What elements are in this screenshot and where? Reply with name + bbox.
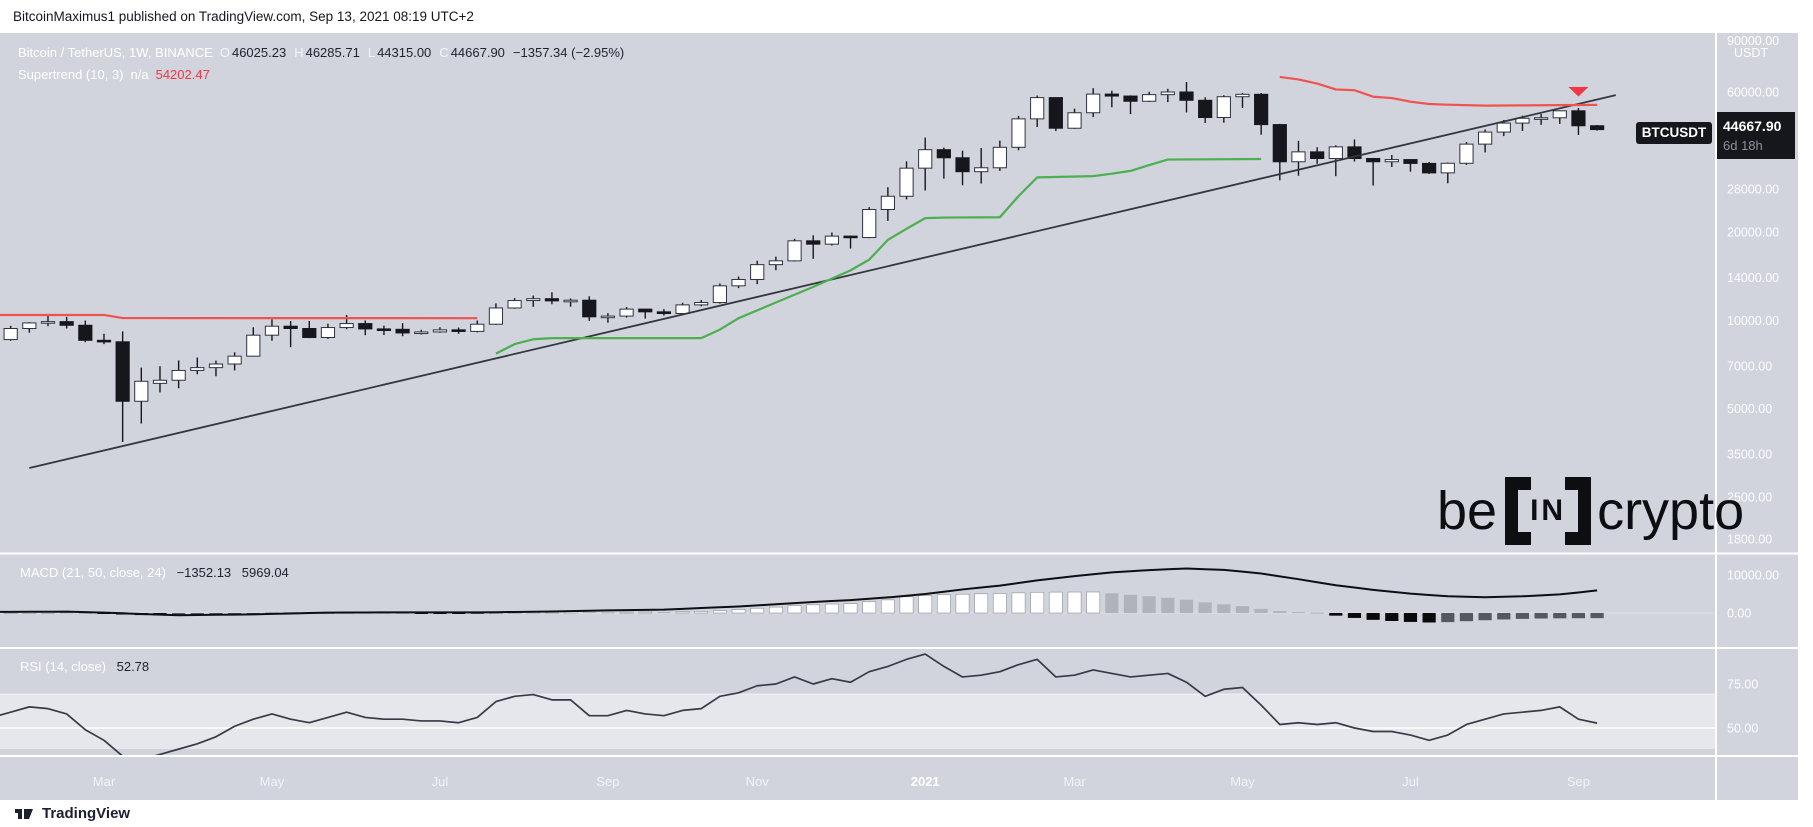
svg-text:2500.00: 2500.00 [1727,491,1772,505]
watermark-be-text: be [1437,481,1498,541]
svg-text:10000.00: 10000.00 [1727,569,1779,583]
tradingview-logo-text: TradingView [42,805,131,822]
supertrend-row: Supertrend (10, 3) n/a 54202.47 [18,63,631,85]
ohlc-letter: C [439,44,449,60]
watermark-in-text: IN [1530,494,1567,527]
publish-info-bar: BitcoinMaximus1 published on TradingView… [0,0,1813,33]
svg-text:6d 18h: 6d 18h [1723,138,1763,153]
chart-background [0,33,1798,800]
rsi-panel [0,653,1598,756]
supertrend-red-2021 [1279,75,1598,107]
svg-text:Jul: Jul [1402,774,1419,789]
svg-text:28000.00: 28000.00 [1727,183,1779,197]
ohlc-letter: O [219,44,230,60]
svg-text:Jul: Jul [432,774,449,789]
macd-line-value: 5969.04 [241,565,289,580]
svg-text:60000.00: 60000.00 [1727,85,1779,99]
svg-text:5000.00: 5000.00 [1727,402,1772,416]
change-value: −1357.34 (−2.95%) [512,44,625,60]
time-axis[interactable]: Mar May Jul Sep Nov 2021 Mar May Jul Sep [93,774,1590,789]
symbol-row: Bitcoin / TetherUS, 1W, BINANCE O 46025.2… [18,41,631,63]
ohlc-value: 44315.00 [377,44,432,60]
watermark-right-bracket-icon [1565,477,1592,545]
macd-panel [0,567,1604,623]
svg-text:May: May [1230,774,1255,789]
symbol-title[interactable]: Bitcoin / TetherUS, 1W, BINANCE [18,44,213,60]
indicator-macd-label[interactable]: MACD (21, 50, close, 24) [20,565,166,580]
ohlc-letter: L [367,44,376,60]
svg-text:20000.00: 20000.00 [1727,225,1779,239]
ohlc-value: 46285.71 [305,44,360,60]
supertrend-sell-marker-icon [1568,87,1589,97]
supertrend-green [495,157,1262,355]
publish-info-text: BitcoinMaximus1 published on TradingView… [13,9,474,24]
ohlc-value: 46025.23 [231,44,287,60]
svg-text:Sep: Sep [1567,774,1590,789]
svg-text:44667.90: 44667.90 [1723,118,1782,134]
svg-text:USDT: USDT [1734,46,1768,60]
macd-legend[interactable]: MACD (21, 50, close, 24) −1352.13 5969.0… [20,565,296,580]
svg-text:75.00: 75.00 [1727,678,1758,692]
svg-text:10000.00: 10000.00 [1727,314,1779,328]
svg-text:Nov: Nov [746,774,770,789]
svg-text:1800.00: 1800.00 [1727,532,1772,546]
svg-text:Mar: Mar [93,774,116,789]
rsi-legend[interactable]: RSI (14, close) 52.78 [20,659,156,674]
svg-text:May: May [260,774,285,789]
svg-text:2021: 2021 [911,774,940,789]
ohlc-values: O 46025.23 H 46285.71 L 44315.00 C 44667.90 [220,45,513,60]
indicator-rsi-label[interactable]: RSI (14, close) [20,659,106,674]
svg-text:50.00: 50.00 [1727,722,1758,736]
supertrend-value: 54202.47 [155,66,210,82]
price-axis[interactable]: 90000.00 60000.00 28000.00 20000.00 14000.00… [1727,34,1779,736]
macd-line [0,567,1598,617]
supertrend-red-2020 [0,313,478,320]
candles-layer [3,82,1605,443]
indicator-supertrend-label[interactable]: Supertrend (10, 3) [18,66,124,82]
macd-hist-value: −1352.13 [176,565,232,580]
beincrypto-watermark: be IN crypto [1437,476,1744,546]
rsi-band [0,694,1716,749]
tradingview-footer[interactable]: TradingView [14,800,130,827]
price-axis-label[interactable]: BTCUSDT 44667.90 6d 18h [1636,112,1795,159]
main-legend[interactable]: Bitcoin / TetherUS, 1W, BINANCE O 46025.2… [18,41,631,85]
svg-text:3500.00: 3500.00 [1727,448,1772,462]
svg-text:Sep: Sep [596,774,619,789]
supertrend-na-value: n/a [130,66,149,82]
watermark-left-bracket-icon [1505,477,1532,545]
ohlc-value: 44667.90 [450,44,505,60]
svg-text:BTCUSDT: BTCUSDT [1642,125,1707,140]
svg-text:0.00: 0.00 [1727,607,1751,621]
svg-text:14000.00: 14000.00 [1727,271,1779,285]
rsi-line [0,653,1598,756]
svg-text:Mar: Mar [1063,774,1086,789]
svg-text:7000.00: 7000.00 [1727,359,1772,373]
rsi-value: 52.78 [116,659,150,674]
svg-text:90000.00: 90000.00 [1727,34,1779,48]
ohlc-letter: H [294,44,304,60]
tradingview-logo-icon [15,808,33,819]
price-panel [0,75,1616,469]
watermark-crypto-text: crypto [1597,481,1745,541]
